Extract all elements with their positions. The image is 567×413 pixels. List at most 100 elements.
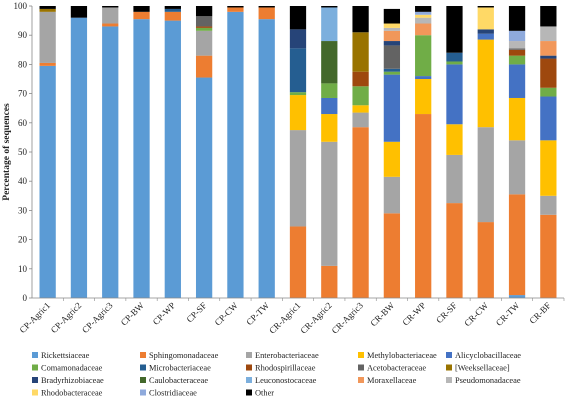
x-tick-label: CR-BF — [527, 300, 552, 325]
bar-segment — [383, 176, 401, 214]
x-tick-label: CR-WP — [400, 300, 427, 327]
legend-swatch — [446, 377, 452, 383]
legend-swatch — [246, 364, 252, 371]
y-tick-label: 20 — [18, 235, 28, 245]
legend-label: Acetobacteraceae — [367, 364, 426, 373]
bar-segment — [508, 140, 526, 195]
bar-segment — [321, 83, 338, 98]
legend-swatch — [140, 377, 146, 383]
bar-segment — [540, 87, 557, 97]
bar-segment — [508, 55, 526, 65]
bar-segment — [258, 19, 275, 298]
bar-segment — [39, 62, 56, 66]
bar-segment — [508, 64, 526, 98]
bar-segment — [508, 194, 526, 296]
legend-swatch — [140, 364, 146, 371]
bar-segment — [321, 141, 338, 266]
bar-segment — [39, 65, 56, 298]
bar-segment — [477, 222, 494, 298]
bar-segment — [352, 127, 369, 299]
bar-segment — [383, 71, 401, 75]
legend-swatch — [246, 352, 252, 358]
bar-segment — [383, 30, 401, 42]
legend-label: Leuconostocaceae — [255, 376, 317, 385]
legend-swatch — [140, 352, 146, 358]
y-tick-label: 40 — [18, 176, 28, 186]
bar-segment — [540, 214, 557, 298]
bar-segment — [321, 97, 338, 115]
bar-segment — [383, 23, 401, 28]
bar-segment — [508, 41, 526, 49]
legend-label: Methylobacteriaceae — [367, 351, 437, 360]
bar-segment — [352, 86, 369, 106]
legend-label: Comamonadaceae — [41, 364, 103, 373]
x-tick-label: CR-Agric3 — [330, 300, 366, 336]
legend: Rickettsiaceae Sphingomonadaceae Enterobac… — [32, 351, 521, 398]
bar-segment — [102, 6, 119, 8]
x-tick-label: CR-Agric2 — [298, 300, 333, 335]
x-tick-label: CP-SF — [184, 300, 208, 324]
legend-label: [Weeksellaceae] — [455, 364, 510, 373]
legend-swatch — [32, 364, 38, 371]
bar-segment — [258, 6, 275, 8]
legend-swatch — [358, 377, 364, 383]
bar-segment — [133, 19, 150, 298]
bar-segment — [540, 96, 557, 141]
bar-segment — [195, 55, 213, 78]
bar-segment — [195, 26, 213, 28]
x-tick-label: CP-Agric2 — [49, 300, 84, 335]
bar-segment — [415, 76, 432, 79]
legend-label: Alicyclobacillaceae — [455, 351, 521, 360]
bar-segment — [70, 6, 88, 18]
legend-label: Moraxellaceae — [367, 376, 417, 385]
x-tick-label: CR-BW — [368, 300, 396, 328]
bar-segment — [227, 6, 244, 8]
bar-segment — [477, 39, 494, 128]
legend-label: Bradyrhizobiaceae — [41, 376, 104, 385]
x-tick-label: CP-Agric3 — [80, 300, 115, 335]
bar-segment — [415, 114, 432, 298]
bar-segment — [352, 6, 369, 33]
bar-segment — [446, 61, 463, 65]
bar-segment — [321, 114, 338, 142]
legend-swatch — [140, 389, 146, 396]
bar-segment — [446, 124, 463, 155]
bar-segment — [383, 8, 401, 24]
bar-segment — [164, 8, 181, 12]
bar-segment — [102, 23, 119, 27]
bar-segment — [415, 14, 432, 18]
x-tick-label: CP-TW — [244, 300, 271, 327]
bar-segment — [383, 41, 401, 46]
bar-segment — [102, 26, 119, 298]
bar-segment — [540, 55, 557, 59]
bar-segment — [102, 7, 119, 24]
bar-segment — [352, 105, 369, 113]
legend-label: Rhodospirillaceae — [255, 364, 316, 373]
legend-swatch — [246, 389, 252, 396]
bar-segment — [383, 141, 401, 177]
bar-segment — [39, 11, 56, 63]
bar-segment — [477, 33, 494, 40]
bar-segment — [352, 112, 369, 128]
bar-segment — [540, 6, 557, 27]
bar-segment — [540, 195, 557, 215]
bar-segment — [289, 92, 307, 96]
bar-segment — [508, 295, 526, 298]
bar-segment — [289, 6, 307, 30]
bar-segment — [195, 27, 213, 31]
bar-segment — [133, 6, 150, 12]
bar-segment — [133, 11, 150, 20]
bar-segment — [477, 7, 494, 30]
legend-label: Caulobacteraceae — [149, 376, 208, 385]
y-tick-label: 60 — [18, 118, 28, 128]
bar-segment — [415, 11, 432, 15]
legend-label: Enterobacteriaceae — [255, 351, 319, 360]
bar-segment — [383, 74, 401, 142]
bar-segment — [508, 49, 526, 56]
bar-segment — [321, 265, 338, 298]
y-tick-label: 80 — [18, 59, 28, 69]
legend-label: Clostridiaceae — [149, 389, 197, 398]
bar-segment — [289, 95, 307, 131]
bar-segment — [258, 7, 275, 20]
bar-segment — [446, 64, 463, 125]
